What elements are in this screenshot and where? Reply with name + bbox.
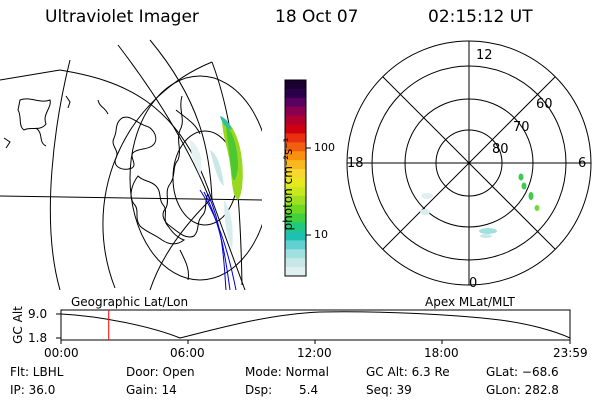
colorbar-segment <box>285 195 306 206</box>
colorbar-segment <box>285 133 306 143</box>
coastline-segment <box>65 95 71 109</box>
longitude-line <box>211 199 246 290</box>
colorbar-tick-label: 100 <box>314 141 335 154</box>
intensity-colorbar <box>284 79 307 277</box>
mlt-label-dawn: 6 <box>578 156 587 171</box>
colorbar-segment <box>285 169 306 179</box>
colorbar-segment <box>285 240 306 250</box>
colorbar-segment <box>285 249 306 259</box>
colorbar-frame <box>284 79 307 277</box>
colorbar-segment <box>285 222 306 232</box>
timeline-ytick-label: 1.8 <box>28 331 48 345</box>
timeline-xtick-label: 06:00 <box>170 346 205 360</box>
colorbar-segment <box>285 124 306 134</box>
instrument-title: Ultraviolet Imager <box>45 7 199 27</box>
colorbar-segment <box>285 258 306 268</box>
longitude-line <box>149 39 213 201</box>
mlt-label-dusk: 18 <box>347 156 364 171</box>
status-gc-alt: GC Alt: 6.3 Re <box>366 365 450 379</box>
colorbar-segment <box>285 106 306 117</box>
colorbar-segment <box>285 160 306 170</box>
mlt-label-midnight: 0 <box>469 276 478 291</box>
coastline-island <box>35 127 47 147</box>
status-dsp-value: 5.4 <box>299 383 319 397</box>
observation-date: 18 Oct 07 <box>275 7 359 27</box>
status-gain: Gain: 14 <box>126 383 177 397</box>
mlt-label-noon: 12 <box>476 48 493 63</box>
timeline-xtick-label: 18:00 <box>424 346 459 360</box>
colorbar-segment <box>285 151 306 161</box>
status-filter: Flt: LBHL <box>10 365 64 379</box>
coastline-island <box>17 98 51 131</box>
colorbar-segment <box>285 186 306 197</box>
polar-mlat-mlt-plot <box>346 40 592 286</box>
coastline-segment <box>3 137 11 149</box>
status-dsp-label: Dsp: <box>245 383 273 397</box>
longitude-line <box>0 69 61 81</box>
timeline-ytick-label: 9.0 <box>28 307 48 321</box>
timeline-xtick-label: 00:00 <box>44 346 79 360</box>
longitude-line <box>49 59 71 290</box>
longitude-line <box>149 199 211 290</box>
auroral-emission <box>190 116 243 250</box>
orbit-altitude-curve <box>60 311 571 339</box>
timeline-xtick-label: 12:00 <box>297 346 332 360</box>
colorbar-segment <box>285 115 306 126</box>
coastline-segment <box>175 109 201 135</box>
satellite-tracks <box>199 189 237 290</box>
colorbar-segment <box>285 231 306 241</box>
earth-limb-arc <box>102 61 213 289</box>
timeline-ylabel: GC Alt <box>11 306 25 344</box>
colorbar-unit-label: photon cm⁻²s⁻¹ <box>281 137 295 231</box>
colorbar-segment <box>285 142 306 152</box>
status-ip: IP: 36.0 <box>10 383 56 397</box>
coastline-landmass <box>130 175 186 245</box>
coastline-segment <box>179 249 189 281</box>
coastline-segment <box>97 99 109 115</box>
polar-auroral-emission <box>420 173 540 238</box>
coastline-south-america <box>162 95 209 238</box>
geographic-map <box>0 39 262 290</box>
mlat-label: 70 <box>513 120 530 135</box>
colorbar-segment <box>285 213 306 224</box>
longitude-line <box>117 44 211 201</box>
mlat-label: 60 <box>536 97 553 112</box>
status-glat: GLat: −68.6 <box>486 365 559 379</box>
right-projection-label: Apex MLat/MLT <box>425 295 515 309</box>
timeline-xtick-label: 23:59 <box>553 346 588 360</box>
colorbar-segment <box>285 80 306 90</box>
altitude-timeline <box>56 309 571 344</box>
status-seq: Seq: 39 <box>366 383 412 397</box>
left-projection-label: Geographic Lat/Lon <box>71 295 189 309</box>
latitude-circle-60 <box>129 75 262 281</box>
colorbar-segment <box>285 88 306 99</box>
status-mode: Mode: Normal <box>245 365 329 379</box>
observation-time: 02:15:12 UT <box>428 7 533 27</box>
status-door: Door: Open <box>126 365 195 379</box>
status-glon: GLon: 282.8 <box>486 383 559 397</box>
colorbar-tick-label: 10 <box>314 228 328 241</box>
colorbar-segment <box>285 97 306 108</box>
coastline-landmass <box>112 116 157 170</box>
colorbar-segment <box>285 178 306 188</box>
mlt-axis-diagonal <box>382 76 556 250</box>
colorbar-segment <box>285 204 306 215</box>
mlat-label: 80 <box>492 142 509 157</box>
timeline-xticks <box>60 340 571 344</box>
colorbar-segment <box>285 267 306 277</box>
